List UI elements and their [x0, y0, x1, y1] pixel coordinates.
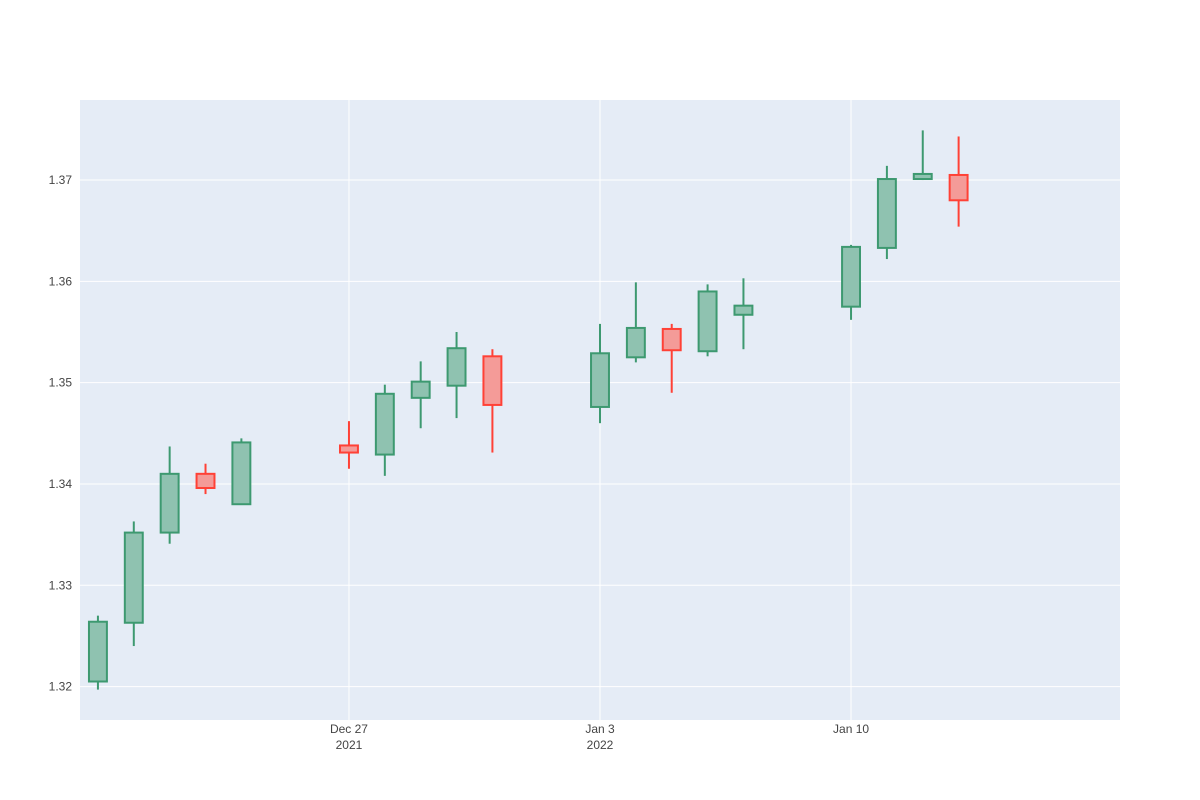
candle-body [876, 178, 897, 249]
y-tick-label: 1.33 [49, 578, 73, 592]
candle-increasing [841, 244, 862, 320]
candle-body [123, 531, 144, 624]
candle-increasing [733, 278, 754, 350]
candle-body [625, 326, 646, 359]
candle-increasing [123, 521, 144, 647]
candle-body [159, 472, 180, 534]
candle-decreasing [661, 323, 682, 393]
candle-body [912, 172, 933, 181]
candle-increasing [446, 331, 467, 419]
candle-increasing [231, 438, 252, 506]
candle-body [231, 441, 252, 506]
candle-increasing [625, 282, 646, 363]
candle-body [661, 327, 682, 352]
x-tick-label: Jan 10 [833, 722, 869, 736]
y-tick-label: 1.37 [49, 173, 73, 187]
candle-body [87, 620, 108, 683]
candle-increasing [697, 284, 718, 357]
candle-decreasing [482, 349, 503, 453]
candle-increasing [159, 446, 180, 544]
candle-increasing [912, 130, 933, 181]
candle-decreasing [339, 421, 359, 469]
candle-body [410, 380, 431, 399]
y-tick-label: 1.36 [49, 274, 73, 288]
candle-increasing [590, 323, 610, 424]
y-tick-label: 1.34 [49, 477, 73, 491]
candles [87, 130, 969, 690]
y-axis-tick-labels: 1.32 1.33 1.34 1.35 1.36 1.37 [49, 173, 73, 694]
candle-body [948, 173, 969, 202]
candle-body [446, 347, 467, 387]
candle-decreasing [195, 463, 216, 495]
candle-body [697, 290, 718, 353]
y-tick-label: 1.32 [49, 680, 73, 694]
candle-increasing [876, 165, 897, 260]
candle-body [374, 392, 395, 456]
candle-body [339, 444, 359, 454]
candle-body [841, 245, 862, 308]
candle-body [482, 355, 503, 406]
x-tick-label: Jan 3 2022 [585, 722, 615, 752]
candle-body [195, 472, 216, 490]
candle-increasing [87, 615, 108, 690]
candle-decreasing [948, 136, 969, 227]
y-tick-label: 1.35 [49, 376, 73, 390]
candle-increasing [374, 384, 395, 476]
candle-increasing [410, 361, 431, 429]
candle-body [590, 352, 610, 408]
x-axis-tick-labels: Dec 27 2021 Jan 3 2022 Jan 10 [330, 722, 869, 752]
candle-body [733, 304, 754, 316]
x-tick-label: Dec 27 2021 [330, 722, 368, 752]
